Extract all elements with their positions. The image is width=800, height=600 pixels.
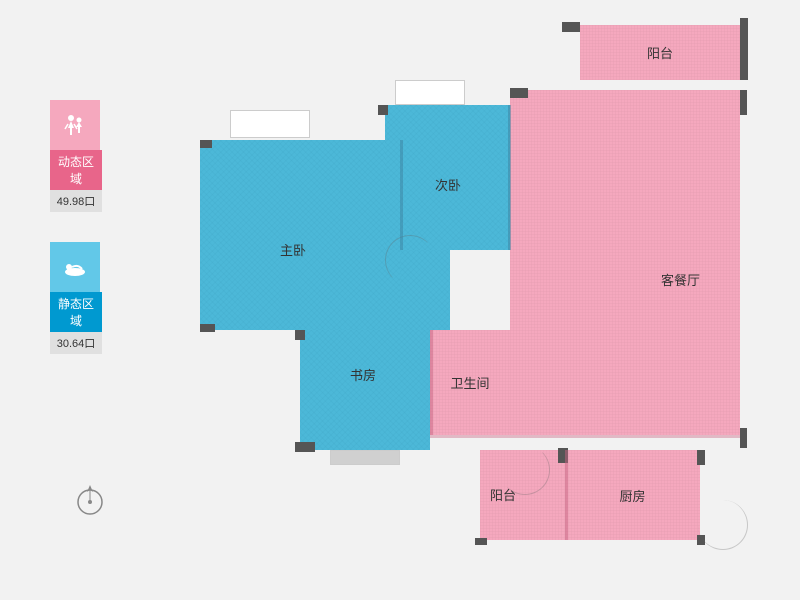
window bbox=[330, 450, 400, 465]
legend-dynamic-value: 49.98口 bbox=[50, 190, 102, 212]
column bbox=[295, 442, 315, 452]
room-label: 阳台 bbox=[647, 43, 673, 62]
legend-static: 静态区域 30.64口 bbox=[50, 242, 102, 354]
compass-icon bbox=[70, 480, 110, 525]
room-label: 阳台 bbox=[490, 485, 516, 504]
legend-dynamic-label: 动态区域 bbox=[50, 150, 102, 190]
window bbox=[395, 80, 465, 105]
column bbox=[475, 538, 487, 545]
room-second: 次卧 bbox=[385, 105, 510, 250]
room-label: 次卧 bbox=[435, 175, 461, 194]
sleep-icon bbox=[50, 242, 100, 292]
wall-line bbox=[430, 435, 740, 438]
wall-line bbox=[400, 140, 403, 250]
room-kitchen: 厨房 bbox=[565, 450, 700, 540]
room-master: 主卧 bbox=[200, 140, 400, 330]
wall-line bbox=[565, 450, 568, 540]
wall-line bbox=[430, 330, 433, 435]
people-icon bbox=[50, 100, 100, 150]
column bbox=[697, 450, 705, 465]
column bbox=[562, 22, 580, 32]
column bbox=[295, 330, 305, 340]
room-study: 书房 bbox=[300, 330, 430, 450]
room-living: 客餐厅 bbox=[510, 90, 740, 435]
floorplan: 阳台 客餐厅 主卧 次卧 书房 卫生间 阳台 厨房 bbox=[200, 10, 760, 570]
room-balcony-top: 阳台 bbox=[580, 25, 740, 80]
legend-dynamic: 动态区域 49.98口 bbox=[50, 100, 102, 212]
room-balcony-bottom: 阳台 bbox=[480, 450, 565, 540]
column bbox=[740, 90, 747, 115]
legend-static-value: 30.64口 bbox=[50, 332, 102, 354]
room-label: 客餐厅 bbox=[661, 270, 700, 289]
column bbox=[378, 105, 388, 115]
door-arc bbox=[698, 500, 748, 550]
room-label: 书房 bbox=[350, 365, 376, 384]
wall-line bbox=[508, 105, 511, 250]
column bbox=[740, 428, 747, 448]
column bbox=[510, 88, 528, 98]
room-bathroom: 卫生间 bbox=[430, 330, 510, 435]
room-label: 卫生间 bbox=[450, 373, 489, 392]
legend-static-label: 静态区域 bbox=[50, 292, 102, 332]
window bbox=[230, 110, 310, 138]
room-label: 主卧 bbox=[280, 240, 306, 259]
column bbox=[740, 18, 748, 80]
column bbox=[200, 324, 215, 332]
column bbox=[200, 140, 212, 148]
room-label: 厨房 bbox=[619, 486, 645, 505]
legend: 动态区域 49.98口 静态区域 30.64口 bbox=[50, 100, 102, 384]
